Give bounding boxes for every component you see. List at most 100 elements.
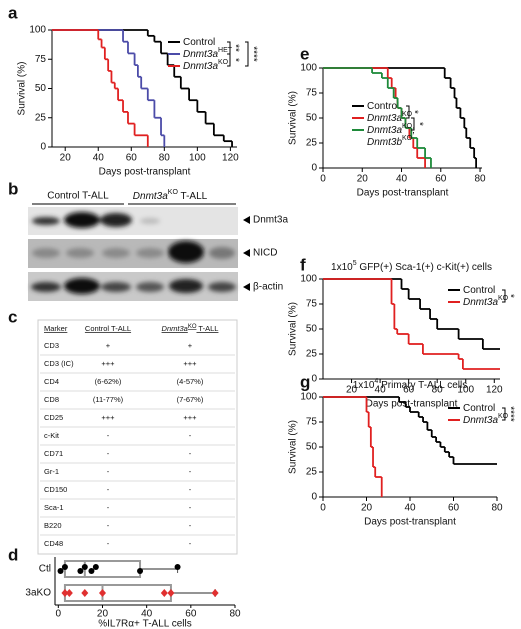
legend-name: Dnmt3b xyxy=(367,137,402,148)
x-tick-label: 80 xyxy=(229,609,241,620)
x-tick-label: 60 xyxy=(448,503,460,514)
panel-label: f xyxy=(300,255,306,274)
y-tick-label: 25 xyxy=(306,138,318,149)
box-chart: d 0 20 40 60 80 %IL7Rα+ T-ALL cells Ctl 3aKO xyxy=(8,545,241,629)
x-tick-label: 60 xyxy=(126,153,138,164)
x-tick-label: 120 xyxy=(486,385,503,396)
significance-label: **** xyxy=(247,46,258,62)
arrow xyxy=(243,249,250,257)
legend-superscript: KO xyxy=(402,135,413,142)
legend-label: Dnmt3bKO xyxy=(367,135,413,147)
band xyxy=(66,248,94,258)
table-cell: B220 xyxy=(44,521,62,530)
band xyxy=(136,282,164,292)
x-tick-label: 40 xyxy=(93,153,105,164)
x-tick-label: 20 xyxy=(60,153,72,164)
legend-label: Control xyxy=(367,101,399,112)
significance-label: * xyxy=(229,58,240,62)
data-point xyxy=(61,589,69,597)
data-point xyxy=(137,568,144,574)
x-axis-label: Days post-transplant xyxy=(366,399,458,410)
table-cell: CD4 xyxy=(44,377,59,386)
table-cell: (4-57%) xyxy=(177,377,204,386)
table-cell: c-Kit xyxy=(44,431,60,440)
header-name: Dnmt3a xyxy=(162,324,188,333)
data-point xyxy=(92,564,99,570)
x-axis-label: Days post-transplant xyxy=(364,517,456,528)
table-cell: - xyxy=(189,539,192,548)
significance-bracket xyxy=(502,407,506,421)
table-cell: CD48 xyxy=(44,539,63,548)
table-cell: +++ xyxy=(183,413,197,422)
table-cell: CD71 xyxy=(44,449,63,458)
table-cell: CD3 (IC) xyxy=(44,359,74,368)
table-cell: - xyxy=(107,449,110,458)
band xyxy=(168,241,204,263)
legend-superscript: KO xyxy=(402,111,413,118)
table-cell: - xyxy=(189,521,192,530)
y-tick-label: 25 xyxy=(306,467,318,478)
x-tick-label: 80 xyxy=(474,174,486,185)
y-tick-label: 50 xyxy=(306,113,318,124)
data-point xyxy=(88,568,95,574)
survival-chart: a 0 25 50 75 100 20 40 60 80 100 120 Survival (%) Day… xyxy=(8,3,258,177)
y-axis-label: Survival (%) xyxy=(288,420,299,474)
band xyxy=(32,248,60,258)
table-cell: CD25 xyxy=(44,413,63,422)
table-cell: Gr-1 xyxy=(44,467,59,476)
x-axis-label: Days post-transplant xyxy=(99,167,191,178)
chart-title: 1x104 Primary T-ALL cells xyxy=(353,378,468,390)
legend-name: Control xyxy=(463,285,495,296)
legend-superscript: KO xyxy=(498,413,509,420)
title-text: 1x10 xyxy=(331,262,353,273)
panel-label: d xyxy=(8,545,18,564)
y-tick-label: 75 xyxy=(306,299,318,310)
x-tick-label: 100 xyxy=(189,153,206,164)
significance-label: * xyxy=(504,294,515,298)
significance-bracket xyxy=(245,41,249,67)
bands xyxy=(31,212,236,294)
legend-name: Dnmt3a xyxy=(367,113,402,124)
legend-name: Control xyxy=(463,403,495,414)
band xyxy=(101,282,131,292)
x-tick-label: 100 xyxy=(457,385,474,396)
panel-label: b xyxy=(8,179,18,198)
y-tick-label: 75 xyxy=(35,54,47,65)
survival-chart: e 0 25 50 75 100 0 20 40 60 80 Survival (%) Days pos… xyxy=(288,44,486,198)
y-tick-label: 100 xyxy=(300,274,317,285)
y-tick-label: 100 xyxy=(300,63,317,74)
data-point xyxy=(57,568,64,574)
x-tick-label: 60 xyxy=(435,174,447,185)
table-header: Dnmt3aKO T-ALL xyxy=(162,324,219,333)
table-cell: - xyxy=(107,485,110,494)
y-tick-label: 50 xyxy=(306,442,318,453)
title-text: GFP(+) Sca-1(+) c-Kit(+) cells xyxy=(357,262,492,273)
title-text: Primary T-ALL cells xyxy=(378,380,467,391)
band xyxy=(209,247,235,259)
blot-row-label: Dnmt3a xyxy=(253,215,288,226)
significance-label: ** xyxy=(229,44,240,52)
legend-label: Control xyxy=(183,37,215,48)
box xyxy=(63,560,142,578)
y-axis-label: Survival (%) xyxy=(288,302,299,356)
x-tick-label: 60 xyxy=(185,609,197,620)
y-tick-label: 0 xyxy=(311,492,317,503)
table-cell: - xyxy=(107,521,110,530)
x-tick-label: 120 xyxy=(222,153,239,164)
panel-label: a xyxy=(8,3,18,22)
group-suffix: T-ALL xyxy=(178,191,208,202)
table-cell: - xyxy=(189,449,192,458)
x-axis-label: Days post-transplant xyxy=(357,188,449,199)
data-point xyxy=(167,589,175,597)
arrow xyxy=(243,283,250,291)
x-tick-label: 80 xyxy=(491,503,503,514)
y-tick-label: 0 xyxy=(311,163,317,174)
panel-label: g xyxy=(300,372,310,391)
band xyxy=(140,218,160,224)
y-axis-label: Survival (%) xyxy=(17,62,28,116)
table-cell: (6-62%) xyxy=(95,377,122,386)
y-tick-label: 75 xyxy=(306,417,318,428)
blot-row-label: NICD xyxy=(253,248,277,259)
legend-name: Control xyxy=(367,101,399,112)
